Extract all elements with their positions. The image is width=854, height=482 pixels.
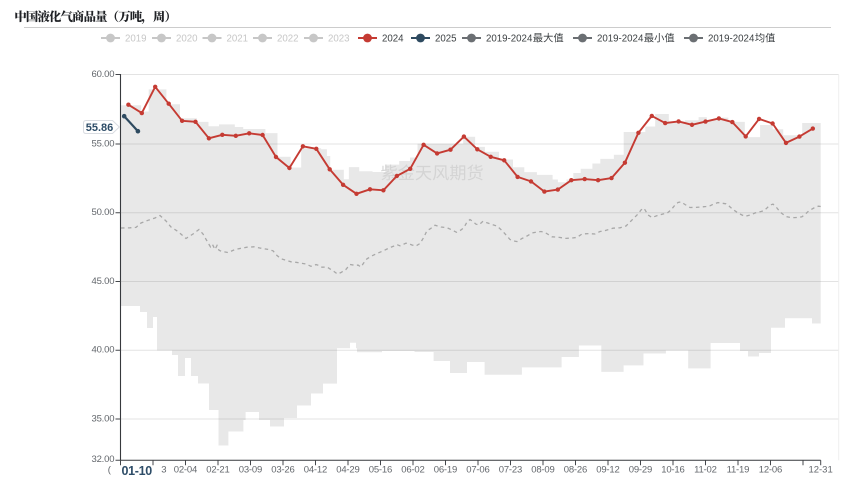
svg-text:45.00: 45.00 [92,276,115,287]
svg-text:11-02: 11-02 [694,464,717,475]
svg-text:11-19: 11-19 [727,464,750,475]
svg-text:35.00: 35.00 [92,413,115,424]
svg-text:2019: 2019 [125,34,147,45]
svg-text:03-09: 03-09 [239,464,262,475]
svg-text:50.00: 50.00 [92,207,115,218]
svg-text:2020: 2020 [176,34,198,45]
svg-text:10-16: 10-16 [661,464,684,475]
svg-text:04-12: 04-12 [304,464,327,475]
svg-text:12-31: 12-31 [808,464,832,475]
svg-text:60.00: 60.00 [92,69,115,80]
svg-text:2019-2024: 2019-2024 [708,34,755,45]
svg-text:2019-2024: 2019-2024 [597,34,644,45]
svg-text:08-09: 08-09 [531,464,554,475]
svg-text:07-06: 07-06 [466,464,489,475]
svg-text:02-04: 02-04 [174,464,197,475]
svg-text:09-12: 09-12 [596,464,619,475]
svg-text:2022: 2022 [277,34,299,45]
svg-text:12-06: 12-06 [759,464,782,475]
svg-text:55.86: 55.86 [86,122,114,134]
svg-text:07-23: 07-23 [499,464,522,475]
svg-text:05-16: 05-16 [369,464,392,475]
svg-text:55.00: 55.00 [92,138,115,149]
svg-text:06-02: 06-02 [401,464,424,475]
svg-text:01-10: 01-10 [121,464,152,477]
svg-text:2019-2024: 2019-2024 [486,34,533,45]
svg-text:2023: 2023 [328,34,350,45]
svg-text:06-19: 06-19 [434,464,457,475]
svg-text:32.00: 32.00 [92,454,115,465]
svg-text:40.00: 40.00 [92,345,115,356]
svg-text:04-29: 04-29 [336,464,359,475]
svg-text:3: 3 [161,464,166,475]
svg-text:02-21: 02-21 [206,464,229,475]
svg-text:03-26: 03-26 [271,464,294,475]
svg-text:2021: 2021 [227,34,249,45]
svg-text:2024: 2024 [382,34,404,45]
svg-text:(: ( [108,464,112,475]
svg-text:2025: 2025 [435,34,457,45]
svg-text:09-29: 09-29 [629,464,652,475]
svg-text:08-26: 08-26 [564,464,587,475]
